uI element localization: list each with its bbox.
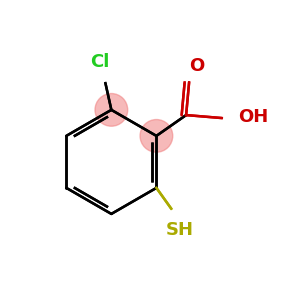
Text: O: O bbox=[189, 57, 204, 75]
Text: Cl: Cl bbox=[90, 53, 109, 71]
Text: OH: OH bbox=[238, 108, 268, 126]
Circle shape bbox=[95, 94, 128, 126]
Text: SH: SH bbox=[166, 220, 194, 238]
Circle shape bbox=[140, 119, 173, 152]
